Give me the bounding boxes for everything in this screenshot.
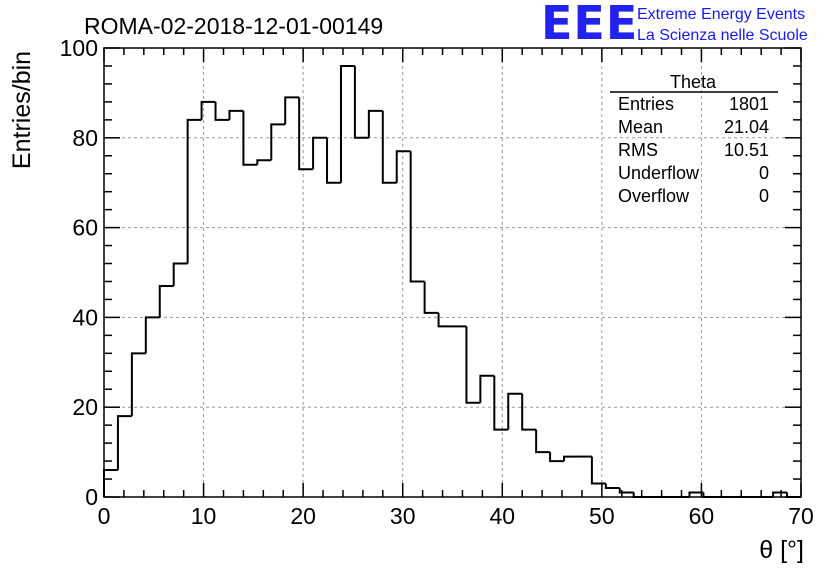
stats-row-value: 21.04 [724, 117, 769, 137]
histogram-bin [465, 326, 481, 404]
histogram-bin [604, 483, 620, 490]
stats-row-value: 0 [759, 186, 769, 206]
histogram-bin [186, 118, 202, 264]
histogram-bin [312, 136, 328, 170]
histogram-bin [549, 452, 565, 463]
stats-row-label: Overflow [618, 186, 690, 206]
x-tick-label: 70 [788, 503, 814, 529]
histogram-bin [423, 281, 439, 314]
plot-axes: 0 10 20 30 40 50 60 70 0 20 40 60 80 100 [60, 35, 814, 529]
histogram-bin [353, 65, 369, 139]
run-title: ROMA-02-2018-12-01-00149 [84, 13, 383, 39]
y-tick-label: 100 [60, 35, 98, 61]
x-tick-label: 60 [689, 503, 715, 529]
x-tick-label: 40 [489, 503, 515, 529]
histogram-bin [298, 97, 314, 171]
histogram-bin [130, 352, 146, 417]
histogram-bin [242, 110, 258, 166]
histogram-series [103, 64, 801, 498]
histogram-bin [479, 374, 495, 403]
histogram-bin [172, 262, 188, 286]
stats-row-value: 10.51 [724, 140, 769, 160]
histogram-bin [395, 150, 411, 183]
y-tick-label: 0 [85, 484, 98, 510]
histogram-bin [158, 284, 174, 318]
logo-line-1: Extreme Energy Events [637, 6, 805, 23]
histogram-bin [535, 429, 551, 454]
stats-row-value: 0 [759, 163, 769, 183]
histogram-bin [437, 312, 453, 328]
histogram-bin [507, 392, 523, 430]
histogram-bin [521, 393, 537, 431]
stats-row-value: 1801 [729, 94, 769, 114]
stats-title: Theta [670, 72, 717, 92]
histogram-bin [326, 137, 341, 184]
x-tick-label: 0 [98, 503, 111, 529]
histogram-bin [116, 415, 132, 471]
histogram-bin [381, 110, 397, 184]
y-tick-label: 80 [72, 125, 98, 151]
histogram-bin [256, 159, 272, 165]
plot-frame [103, 47, 802, 498]
histogram-bin [772, 491, 788, 497]
stats-row-label: Entries [618, 94, 674, 114]
logo-line-2: La Scienza nelle Scuole [637, 27, 808, 44]
stats-row-label: Underflow [618, 163, 700, 183]
histogram-bin [493, 375, 509, 431]
statistics-box: Theta Entries 1801 Mean 21.04 RMS 10.51 Underf… [610, 72, 778, 206]
histogram-bin [618, 488, 634, 494]
histogram-bin [409, 151, 425, 283]
histogram-bin [688, 491, 704, 497]
histogram-bin [103, 469, 118, 497]
x-tick-label: 30 [390, 503, 416, 529]
histogram-bin [367, 109, 383, 138]
histogram-bin [228, 109, 244, 120]
histogram-bin [214, 101, 230, 121]
histogram-bin [339, 64, 355, 183]
y-tick-label: 40 [72, 304, 98, 330]
histogram-bin [284, 96, 300, 125]
histogram-bin [563, 455, 578, 462]
y-tick-label: 20 [72, 394, 98, 420]
histogram-bin [270, 123, 286, 161]
stats-row-label: Mean [618, 117, 663, 137]
histogram-bin [144, 316, 160, 354]
histogram-bin [590, 456, 606, 485]
x-tick-label: 50 [589, 503, 615, 529]
grid-lines [104, 48, 801, 497]
y-axis-label: Entries/bin [8, 51, 36, 169]
x-axis-label: θ [°] [759, 536, 804, 564]
histogram-bin [200, 100, 216, 120]
stats-row-label: RMS [618, 140, 658, 160]
x-tick-label: 20 [290, 503, 316, 529]
y-tick-label: 60 [72, 215, 98, 241]
x-tick-label: 10 [191, 503, 217, 529]
eee-logo-mark: EEE [541, 0, 638, 50]
